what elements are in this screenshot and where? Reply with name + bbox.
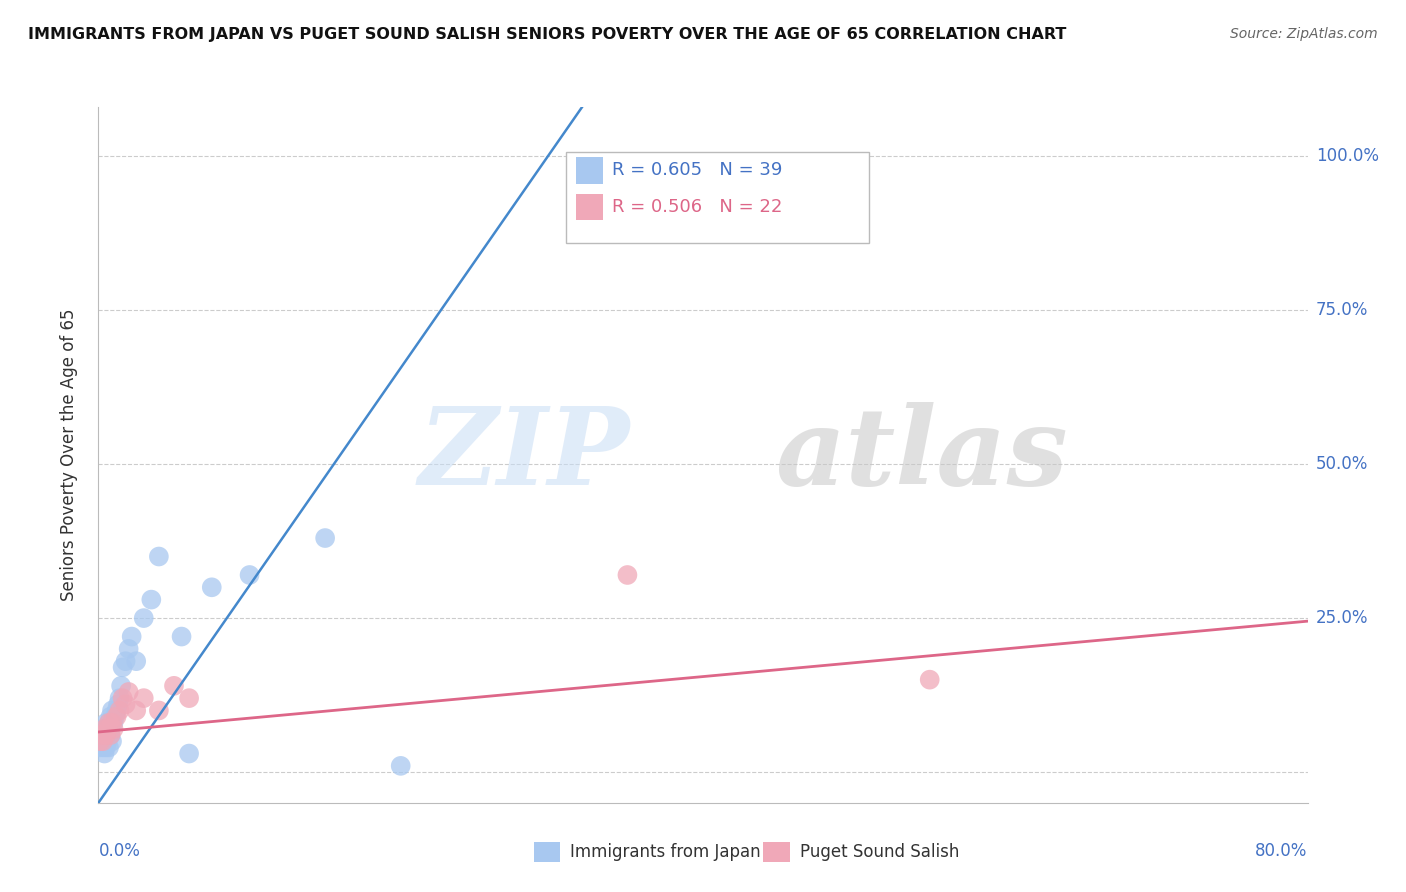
Point: [104, 709, 127, 723]
Point: [177, 747, 201, 761]
Point: [163, 679, 186, 693]
Text: atlas: atlas: [776, 402, 1069, 508]
Point: [98, 715, 121, 730]
Point: [121, 630, 143, 644]
Point: [93, 734, 115, 748]
Point: [616, 568, 638, 582]
Point: [125, 703, 148, 717]
Point: [103, 715, 125, 730]
Text: R = 0.506   N = 22: R = 0.506 N = 22: [613, 198, 783, 216]
Point: [389, 759, 412, 773]
Point: [90, 734, 112, 748]
Point: [94, 728, 117, 742]
Point: [141, 592, 163, 607]
Point: [89, 740, 111, 755]
Point: [101, 703, 124, 717]
Point: [100, 728, 122, 742]
Point: [96, 722, 118, 736]
Point: [114, 698, 136, 712]
Point: [101, 715, 124, 730]
FancyBboxPatch shape: [534, 842, 561, 862]
Text: 100.0%: 100.0%: [1316, 147, 1379, 165]
Text: 0.0%: 0.0%: [98, 842, 141, 860]
Point: [100, 728, 122, 742]
Text: Source: ZipAtlas.com: Source: ZipAtlas.com: [1230, 27, 1378, 41]
Point: [101, 734, 124, 748]
Point: [89, 734, 111, 748]
Text: ZIP: ZIP: [419, 402, 630, 508]
FancyBboxPatch shape: [567, 153, 869, 243]
FancyBboxPatch shape: [576, 157, 603, 184]
Point: [132, 691, 155, 706]
Point: [118, 685, 141, 699]
Point: [94, 740, 117, 755]
Point: [125, 654, 148, 668]
Text: 50.0%: 50.0%: [1316, 455, 1368, 473]
Point: [100, 709, 122, 723]
Point: [110, 679, 132, 693]
Point: [148, 549, 170, 564]
Point: [96, 734, 118, 748]
Point: [111, 660, 134, 674]
Point: [90, 728, 112, 742]
Text: 80.0%: 80.0%: [1256, 842, 1308, 860]
Point: [91, 734, 114, 748]
Point: [93, 747, 115, 761]
Point: [170, 630, 193, 644]
Point: [91, 728, 114, 742]
FancyBboxPatch shape: [763, 842, 790, 862]
Text: IMMIGRANTS FROM JAPAN VS PUGET SOUND SALISH SENIORS POVERTY OVER THE AGE OF 65 C: IMMIGRANTS FROM JAPAN VS PUGET SOUND SAL…: [28, 27, 1067, 42]
Point: [105, 709, 128, 723]
Point: [93, 722, 115, 736]
Point: [118, 641, 141, 656]
Point: [314, 531, 336, 545]
Point: [96, 722, 118, 736]
Point: [105, 703, 128, 717]
Point: [93, 722, 115, 736]
Point: [114, 654, 136, 668]
Point: [90, 728, 112, 742]
Text: R = 0.605   N = 39: R = 0.605 N = 39: [613, 161, 783, 179]
Y-axis label: Seniors Poverty Over the Age of 65: Seniors Poverty Over the Age of 65: [59, 309, 77, 601]
Text: 25.0%: 25.0%: [1316, 609, 1368, 627]
Point: [148, 703, 170, 717]
Text: Immigrants from Japan: Immigrants from Japan: [569, 843, 761, 861]
Point: [132, 611, 155, 625]
FancyBboxPatch shape: [576, 194, 603, 220]
Point: [91, 740, 114, 755]
Text: Puget Sound Salish: Puget Sound Salish: [800, 843, 959, 861]
Point: [108, 703, 131, 717]
Point: [98, 715, 121, 730]
Point: [108, 691, 131, 706]
Point: [239, 568, 262, 582]
Point: [918, 673, 941, 687]
Point: [107, 698, 129, 712]
Point: [103, 722, 125, 736]
Point: [201, 580, 224, 594]
Point: [94, 728, 117, 742]
Point: [98, 740, 121, 755]
Point: [94, 715, 117, 730]
Text: 75.0%: 75.0%: [1316, 301, 1368, 319]
Point: [177, 691, 201, 706]
Point: [111, 691, 134, 706]
